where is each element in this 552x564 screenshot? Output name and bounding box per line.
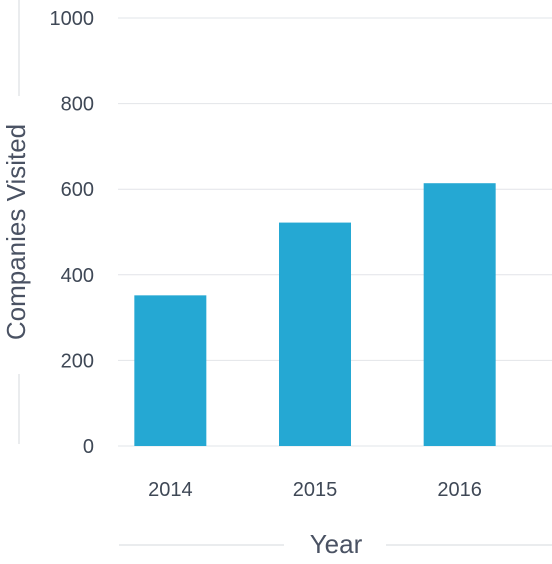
bar bbox=[279, 222, 351, 446]
y-tick-label: 200 bbox=[61, 350, 94, 372]
bar bbox=[423, 183, 496, 446]
y-axis-tick-labels: 0 200 400 600 800 1000 bbox=[50, 8, 95, 458]
x-tick-label: 2016 bbox=[437, 479, 482, 501]
y-axis-title: Companies Visited bbox=[1, 124, 31, 340]
y-tick-label: 0 bbox=[83, 436, 94, 458]
y-tick-label: 800 bbox=[61, 94, 94, 116]
x-tick-label: 2014 bbox=[148, 479, 193, 501]
x-axis-title-group: Year bbox=[119, 529, 552, 559]
y-tick-label: 1000 bbox=[50, 8, 95, 30]
x-axis-title: Year bbox=[310, 529, 363, 559]
y-axis-title-group: Companies Visited bbox=[1, 0, 31, 444]
y-tick-label: 600 bbox=[61, 179, 94, 201]
bar bbox=[134, 295, 207, 446]
y-tick-label: 400 bbox=[61, 265, 94, 287]
bars bbox=[134, 183, 496, 446]
x-tick-label: 2015 bbox=[293, 479, 338, 501]
x-axis-tick-labels: 2014 2015 2016 bbox=[148, 479, 482, 501]
